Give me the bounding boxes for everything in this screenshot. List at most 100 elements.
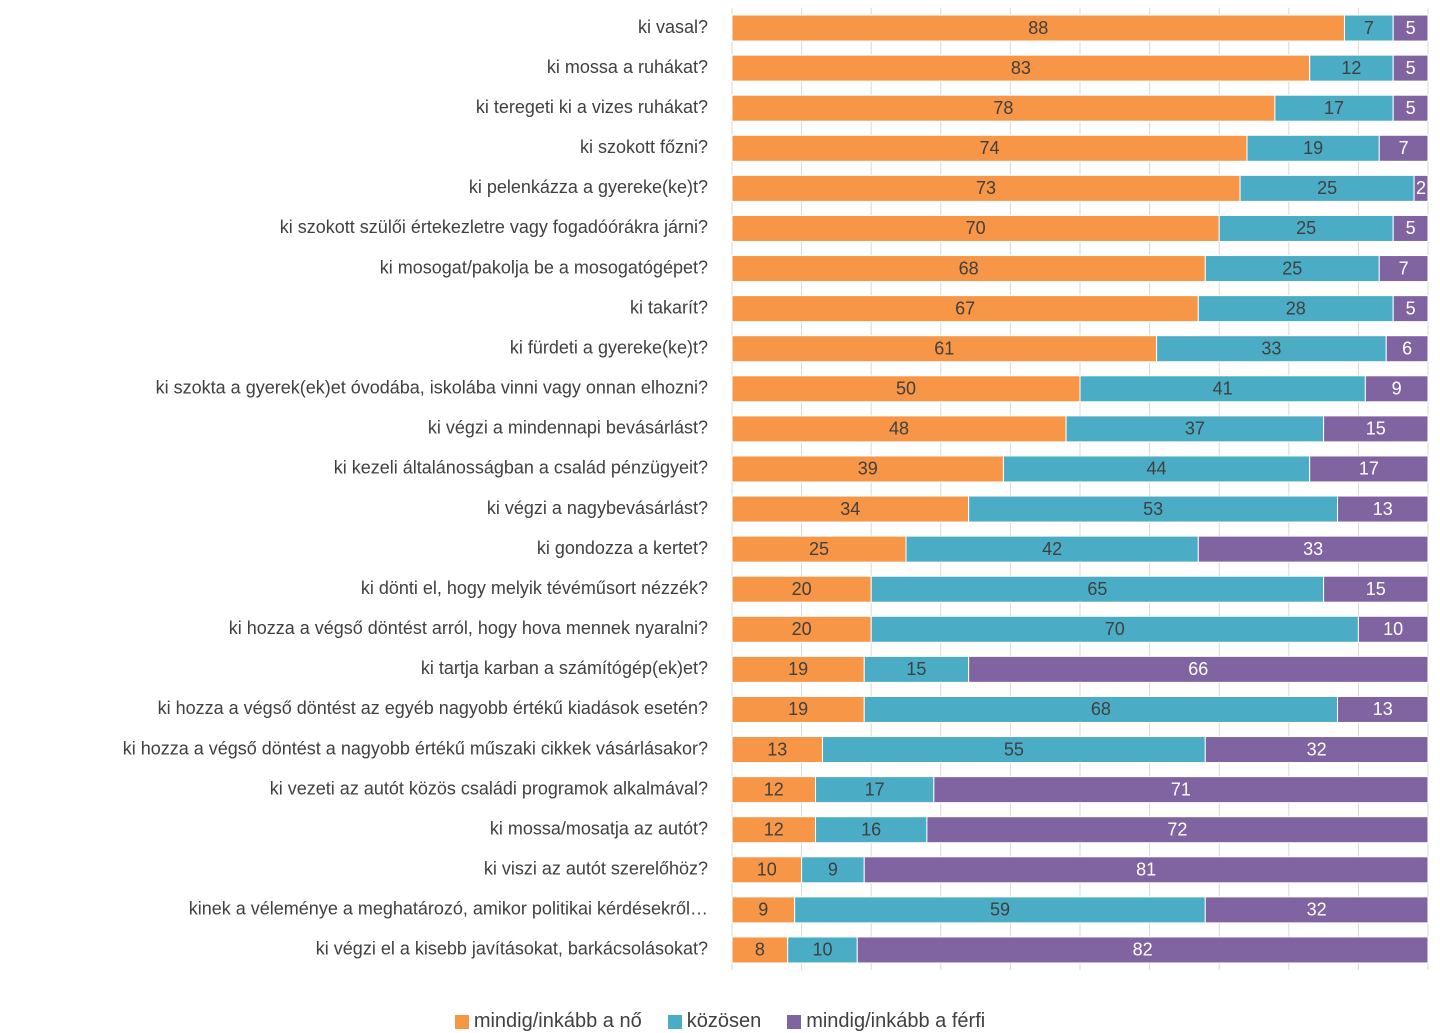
data-label: 19 xyxy=(788,659,808,679)
data-label: 81 xyxy=(1136,860,1156,880)
bar-segment xyxy=(870,615,1359,643)
data-label: 44 xyxy=(1147,459,1167,479)
bar-segment xyxy=(815,816,928,844)
data-label: 13 xyxy=(1373,699,1393,719)
category-label: ki takarít? xyxy=(630,297,708,317)
data-label: 15 xyxy=(1366,579,1386,599)
data-label: 25 xyxy=(809,539,829,559)
bar-segment xyxy=(731,455,1004,483)
bar-segment xyxy=(1385,335,1429,363)
data-label: 67 xyxy=(955,298,975,318)
data-label: 15 xyxy=(1366,419,1386,439)
bar-segment xyxy=(1323,575,1429,603)
bar-segment xyxy=(731,14,1345,42)
bar-segment xyxy=(1343,14,1394,42)
data-label: 5 xyxy=(1406,18,1416,38)
data-label: 70 xyxy=(966,218,986,238)
bar-segment xyxy=(1413,174,1429,202)
data-label: 78 xyxy=(993,98,1013,118)
data-label: 50 xyxy=(896,379,916,399)
data-label: 37 xyxy=(1185,419,1205,439)
data-label: 32 xyxy=(1307,739,1327,759)
data-label: 59 xyxy=(990,900,1010,920)
bar-segment xyxy=(1323,415,1429,443)
bar-segment xyxy=(794,896,1206,924)
legend-item-kozosen: közösen xyxy=(667,1010,761,1033)
data-label: 12 xyxy=(1341,58,1361,78)
data-label: 7 xyxy=(1364,18,1374,38)
bar-segment xyxy=(863,655,970,683)
category-label: ki teregeti ki a vizes ruhákat? xyxy=(476,97,708,117)
data-label: 10 xyxy=(1383,619,1403,639)
data-label: 17 xyxy=(865,779,885,799)
bar-segment xyxy=(731,495,970,523)
category-label: ki végzi a mindennapi bevásárlást? xyxy=(428,418,708,438)
legend-item-no: mindig/inkább a nő xyxy=(454,1010,642,1033)
bar-segment xyxy=(731,54,1311,82)
data-label: 9 xyxy=(758,900,768,920)
data-label: 5 xyxy=(1406,218,1416,238)
data-label: 19 xyxy=(788,699,808,719)
data-label: 5 xyxy=(1406,58,1416,78)
gridlines xyxy=(731,8,1429,970)
data-label: 68 xyxy=(959,258,979,278)
data-label: 19 xyxy=(1303,138,1323,158)
bar-segment xyxy=(1204,736,1429,764)
data-label: 5 xyxy=(1406,98,1416,118)
category-label: ki vezeti az autót közös családi program… xyxy=(270,778,708,798)
bar-segment xyxy=(905,535,1199,563)
data-label: 82 xyxy=(1133,940,1153,960)
data-label: 15 xyxy=(906,659,926,679)
data-label: 6 xyxy=(1402,338,1412,358)
legend-item-ferfi: mindig/inkább a férfi xyxy=(787,1010,985,1033)
bar-segment xyxy=(856,936,1429,964)
data-label: 25 xyxy=(1296,218,1316,238)
bar-segment xyxy=(1246,134,1380,162)
category-label: kinek a véleménye a meghatározó, amikor … xyxy=(189,899,708,919)
data-label: 74 xyxy=(980,138,1000,158)
legend-label-no: mindig/inkább a nő xyxy=(473,1010,642,1032)
data-label: 20 xyxy=(792,619,812,639)
category-label: ki szokott szülői értekezletre vagy foga… xyxy=(280,217,708,237)
bar-segment xyxy=(787,936,858,964)
bar-segment xyxy=(731,415,1067,443)
data-label: 2 xyxy=(1416,178,1426,198)
bar-segment xyxy=(821,736,1206,764)
bar-segment xyxy=(731,214,1220,242)
category-label: ki fürdeti a gyereke(ke)t? xyxy=(510,337,708,357)
bar-segment xyxy=(815,776,935,804)
data-label: 28 xyxy=(1286,298,1306,318)
bar-segment xyxy=(933,776,1429,804)
category-label: ki dönti el, hogy melyik tévéműsort nézz… xyxy=(361,578,708,598)
data-label: 66 xyxy=(1188,659,1208,679)
bar-segment xyxy=(968,655,1429,683)
data-label: 88 xyxy=(1028,18,1048,38)
category-label: ki tartja karban a számítógép(ek)et? xyxy=(421,658,708,678)
category-label: ki vasal? xyxy=(638,17,708,37)
data-label: 25 xyxy=(1282,258,1302,278)
data-label: 13 xyxy=(767,739,787,759)
bar-segment xyxy=(731,295,1199,323)
legend-swatch-no xyxy=(454,1014,469,1029)
bar-segment xyxy=(1274,94,1394,122)
bar-segment xyxy=(863,856,1429,884)
category-label: ki hozza a végső döntést a nagyobb érték… xyxy=(123,738,708,758)
data-label: 68 xyxy=(1091,699,1111,719)
bar-segment xyxy=(1239,174,1415,202)
data-label: 61 xyxy=(934,338,954,358)
category-label: ki kezeli általánosságban a család pénzü… xyxy=(334,458,708,478)
bar-segment xyxy=(926,816,1429,844)
category-label: ki végzi el a kisebb javításokat, barkác… xyxy=(316,939,708,959)
data-label: 33 xyxy=(1303,539,1323,559)
data-label: 48 xyxy=(889,419,909,439)
category-label: ki mossa/mosatja az autót? xyxy=(490,818,708,838)
category-label: ki gondozza a kertet? xyxy=(537,538,708,558)
data-label: 12 xyxy=(764,779,784,799)
data-label: 9 xyxy=(1392,379,1402,399)
legend-swatch-ferfi xyxy=(787,1014,802,1029)
bar-segment xyxy=(1392,295,1429,323)
bar-segment xyxy=(731,856,803,884)
category-label: ki szokta a gyerek(ek)et óvodába, iskolá… xyxy=(156,378,708,398)
category-label: ki mossa a ruhákat? xyxy=(547,57,708,77)
